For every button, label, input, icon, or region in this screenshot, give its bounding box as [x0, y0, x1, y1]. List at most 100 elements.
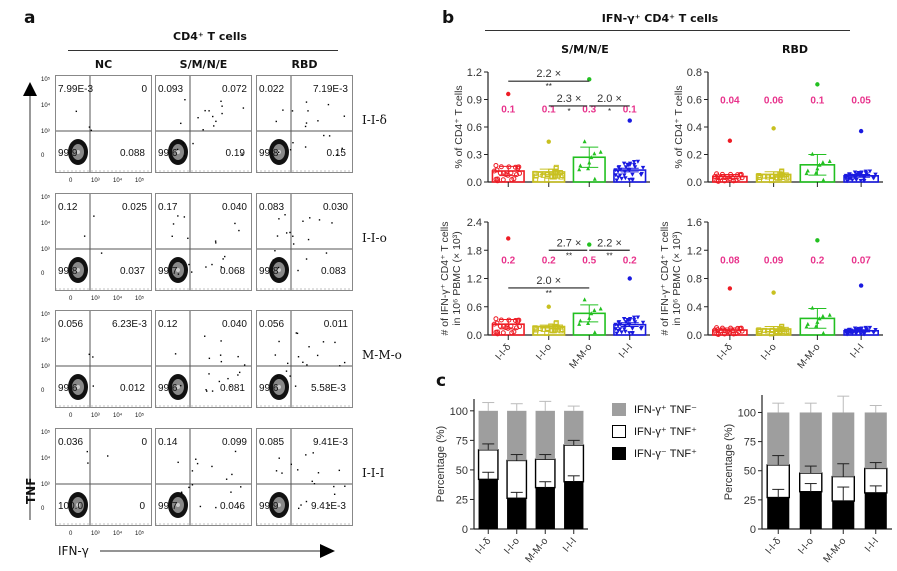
event-dot	[240, 486, 242, 488]
quadrant-value-ul: 0.056	[259, 319, 285, 330]
event-dot	[237, 505, 239, 508]
quadrant-value-ur: 6.23E-3	[111, 319, 147, 330]
data-point	[765, 174, 771, 180]
stacked-segment	[767, 412, 790, 465]
stacked-segment	[799, 491, 822, 529]
data-point	[871, 330, 877, 335]
event-dot	[191, 271, 193, 273]
data-point	[852, 326, 858, 331]
data-point	[844, 332, 850, 337]
flow-plot: 0.12 0.040 99.6 0.081	[155, 310, 252, 408]
y-axis-label: % of CD4⁺ T cells	[673, 85, 685, 168]
outlier-point	[771, 290, 776, 295]
event-dot	[211, 465, 213, 468]
quadrant-value-ur: 0	[141, 84, 147, 95]
quadrant-value-lr: 0.083	[320, 266, 346, 277]
chart-b-rbd-percent: 0.0 0.2 0.4 0.6 0.8% of CD4⁺ T cells 0.04 0.06…	[673, 67, 883, 189]
x-tick-label: 10⁴	[113, 178, 123, 184]
event-dot	[274, 250, 276, 252]
outlier-point	[815, 82, 820, 87]
data-point	[512, 164, 518, 170]
event-dot	[92, 385, 94, 387]
data-point	[589, 155, 594, 160]
event-dot	[187, 237, 189, 240]
data-point	[768, 331, 774, 337]
x-tick-label: 10⁵	[135, 413, 145, 419]
event-dot	[234, 222, 236, 225]
event-dot	[177, 273, 180, 275]
data-point	[560, 327, 566, 333]
event-dot	[305, 101, 308, 103]
event-dot	[188, 486, 190, 489]
y-tick-label: 10³	[41, 364, 50, 370]
event-dot	[75, 110, 78, 113]
data-point	[587, 160, 592, 165]
quadrant-value-lr: 0.037	[119, 266, 145, 277]
flow-plot: 0.14 0.099 99.7 0.046	[155, 428, 252, 526]
data-point	[621, 317, 627, 322]
y-axis-label: # of IFN-γ⁺ CD4⁺ T cellsin 10⁶ PBMC (× 1…	[660, 222, 683, 336]
fold-change-label: 2.0 ×	[536, 275, 561, 287]
flow-plot-canvas	[56, 194, 151, 290]
quadrant-value-ll: 99.8	[259, 148, 279, 159]
row-label: I-I-o	[362, 231, 387, 245]
y-tick-label: 100	[450, 406, 468, 418]
quadrant-value-lr: 0.081	[219, 383, 245, 394]
legend-swatch-ifng-neg-tnf-pos	[612, 446, 626, 460]
data-point	[623, 329, 628, 334]
flow-plot-canvas	[257, 311, 352, 407]
data-point	[577, 321, 582, 326]
data-point	[532, 325, 538, 331]
stacked-segment	[864, 412, 887, 469]
flow-plot-canvas	[56, 311, 151, 407]
event-dot	[284, 214, 286, 216]
chart-b-smne-count: 0.0 0.6 1.2 1.8 2.4 # of IFN-γ⁺ CD4⁺ T cellsi…	[440, 217, 650, 370]
quadrant-value-ul: 0.022	[259, 84, 285, 95]
data-point	[862, 332, 867, 337]
flow-plot-canvas	[257, 194, 352, 290]
data-point	[586, 166, 591, 171]
event-dot	[205, 266, 207, 268]
mean-label: 0.06	[764, 96, 784, 107]
event-dot	[93, 215, 95, 217]
stacked-segment	[767, 497, 790, 529]
data-point	[553, 320, 559, 326]
x-tick-label: I-I-δ	[715, 342, 735, 363]
event-dot	[322, 341, 325, 343]
data-point	[508, 323, 514, 329]
x-tick-label: 0	[69, 531, 73, 537]
flow-plot: 7.99E-3 0 99.9 0.088	[55, 75, 152, 173]
flow-plot: 0.093 0.072 99.6 0.19	[155, 75, 252, 173]
x-tick-label: 10⁴	[113, 296, 123, 302]
data-point	[592, 330, 597, 335]
flow-plot-canvas	[56, 76, 151, 172]
data-point	[765, 328, 771, 334]
legend-item: IFN-γ⁻ TNF⁺	[612, 442, 697, 464]
event-dot	[181, 492, 183, 494]
stacked-segment	[534, 458, 556, 489]
data-point	[622, 327, 627, 332]
event-dot	[183, 216, 186, 218]
event-dot	[307, 110, 309, 112]
event-dot	[275, 470, 278, 472]
y-tick-label: 1.8	[467, 245, 482, 257]
stacked-segment	[507, 410, 527, 461]
x-tick-label: 10³	[91, 531, 100, 537]
data-point	[762, 173, 768, 179]
data-point	[493, 316, 499, 322]
data-point	[820, 160, 825, 165]
data-point	[537, 325, 543, 331]
event-dot	[191, 484, 194, 486]
panel-b-letter: b	[442, 8, 455, 28]
data-point	[494, 320, 500, 326]
mean-label: 0.1	[501, 105, 515, 116]
event-dot	[334, 341, 336, 344]
data-point	[731, 178, 737, 184]
stacked-segment	[478, 479, 498, 529]
data-point	[505, 325, 511, 331]
event-dot	[202, 129, 204, 131]
legend-item: IFN-γ⁺ TNF⁻	[612, 398, 697, 420]
data-point	[622, 173, 627, 178]
y-tick-label: 0.6	[687, 95, 702, 107]
panel-c-legend: IFN-γ⁺ TNF⁻ IFN-γ⁺ TNF⁺ IFN-γ⁻ TNF⁺	[612, 398, 697, 464]
